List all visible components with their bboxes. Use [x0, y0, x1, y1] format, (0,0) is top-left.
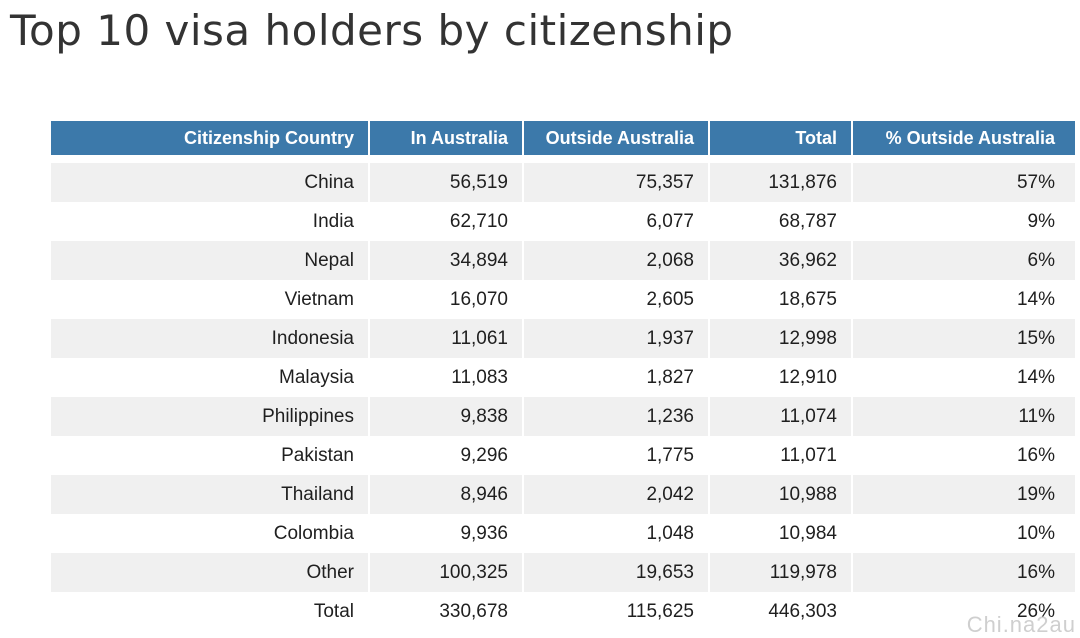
cell-country: India [51, 202, 370, 241]
cell-percent-outside: 19% [852, 475, 1075, 514]
cell-outside-australia: 1,937 [523, 319, 710, 358]
column-header-percent-outside-australia: % Outside Australia [852, 121, 1075, 155]
watermark-text: Chi.na2au [966, 612, 1076, 637]
cell-in-australia: 62,710 [369, 202, 524, 241]
cell-country: Colombia [51, 514, 370, 553]
cell-in-australia: 11,061 [369, 319, 524, 358]
column-header-in-australia: In Australia [369, 121, 524, 155]
cell-outside-australia: 2,068 [523, 241, 710, 280]
cell-outside-australia: 75,357 [523, 163, 710, 202]
cell-country: Pakistan [51, 436, 370, 475]
header-spacer [51, 155, 1075, 163]
table-row: Indonesia 11,061 1,937 12,998 15% [51, 319, 1075, 358]
table-row: Other 100,325 19,653 119,978 16% [51, 553, 1075, 592]
cell-percent-outside: 14% [1016, 288, 1055, 310]
cell-country: Malaysia [51, 358, 370, 397]
cell-outside-australia: 1,775 [523, 436, 710, 475]
cell-in-australia: 100,325 [369, 553, 524, 592]
cell-percent-outside: 11% [852, 397, 1075, 436]
cell-country: Other [51, 553, 370, 592]
cell-total: 446,303 [709, 592, 853, 631]
column-header-outside-australia: Outside Australia [523, 121, 710, 155]
cell-percent-outside: 57% [852, 163, 1075, 202]
cell-percent-outside: 16% [1016, 444, 1055, 466]
cell-total: 12,998 [709, 319, 853, 358]
cell-percent-outside: 26% [1016, 600, 1055, 622]
table-row: India 62,710 6,077 68,787 9% [51, 202, 1075, 241]
visa-holders-table-container: Citizenship Country In Australia Outside… [51, 121, 1075, 631]
cell-in-australia: 16,070 [369, 280, 524, 319]
cell-outside-australia: 19,653 [523, 553, 710, 592]
cell-outside-australia: 2,042 [523, 475, 710, 514]
cell-total: 10,988 [709, 475, 853, 514]
cell-total: 12,910 [709, 358, 853, 397]
cell-in-australia: 9,838 [369, 397, 524, 436]
cell-outside-australia: 1,827 [523, 358, 710, 397]
cell-outside-australia: 115,625 [523, 592, 710, 631]
table-row: Malaysia 11,083 1,827 12,910 14% [51, 358, 1075, 397]
cell-outside-australia: 2,605 [523, 280, 710, 319]
table-body: China 56,519 75,357 131,876 57% India 62,710 6,… [51, 155, 1075, 631]
column-header-total: Total [709, 121, 853, 155]
column-header-citizenship-country: Citizenship Country [51, 121, 370, 155]
cell-total: 11,074 [709, 397, 853, 436]
cell-in-australia: 8,946 [369, 475, 524, 514]
table-row: Nepal 34,894 2,068 36,962 6% [51, 241, 1075, 280]
table-row: Thailand 8,946 2,042 10,988 19% [51, 475, 1075, 514]
cell-in-australia: 34,894 [369, 241, 524, 280]
cell-percent-outside: 10% [1016, 522, 1055, 544]
cell-country: Vietnam [51, 280, 370, 319]
cell-total: 68,787 [709, 202, 853, 241]
cell-total: 36,962 [709, 241, 853, 280]
cell-percent-outside: 15% [852, 319, 1075, 358]
cell-percent-outside: 16% [852, 553, 1075, 592]
cell-in-australia: 11,083 [369, 358, 524, 397]
cell-percent-outside: 14% [1016, 366, 1055, 388]
table-row: Philippines 9,838 1,236 11,074 11% [51, 397, 1075, 436]
visa-holders-table: Citizenship Country In Australia Outside… [51, 121, 1075, 631]
table-header-row: Citizenship Country In Australia Outside… [51, 121, 1075, 155]
table-row: Pakistan 9,296 1,775 11,071 16% [51, 436, 1075, 475]
table-row: Colombia 9,936 1,048 10,984 10% [51, 514, 1075, 553]
cell-in-australia: 330,678 [369, 592, 524, 631]
cell-total: 131,876 [709, 163, 853, 202]
page-title: Top 10 visa holders by citizenship [10, 6, 734, 55]
table-row: Vietnam 16,070 2,605 18,675 14% [51, 280, 1075, 319]
cell-total: 10,984 [709, 514, 853, 553]
cell-percent-outside: 6% [852, 241, 1075, 280]
cell-country: Nepal [51, 241, 370, 280]
cell-in-australia: 9,936 [369, 514, 524, 553]
cell-country: Philippines [51, 397, 370, 436]
cell-in-australia: 9,296 [369, 436, 524, 475]
table-row: China 56,519 75,357 131,876 57% [51, 163, 1075, 202]
cell-country: Total [51, 592, 370, 631]
cell-total: 119,978 [709, 553, 853, 592]
cell-country: Indonesia [51, 319, 370, 358]
cell-percent-outside: 9% [1027, 210, 1055, 232]
table-row: Total 330,678 115,625 446,303 26% [51, 592, 1075, 631]
cell-outside-australia: 1,236 [523, 397, 710, 436]
cell-total: 11,071 [709, 436, 853, 475]
cell-country: Thailand [51, 475, 370, 514]
cell-country: China [51, 163, 370, 202]
cell-in-australia: 56,519 [369, 163, 524, 202]
cell-total: 18,675 [709, 280, 853, 319]
cell-outside-australia: 1,048 [523, 514, 710, 553]
cell-outside-australia: 6,077 [523, 202, 710, 241]
